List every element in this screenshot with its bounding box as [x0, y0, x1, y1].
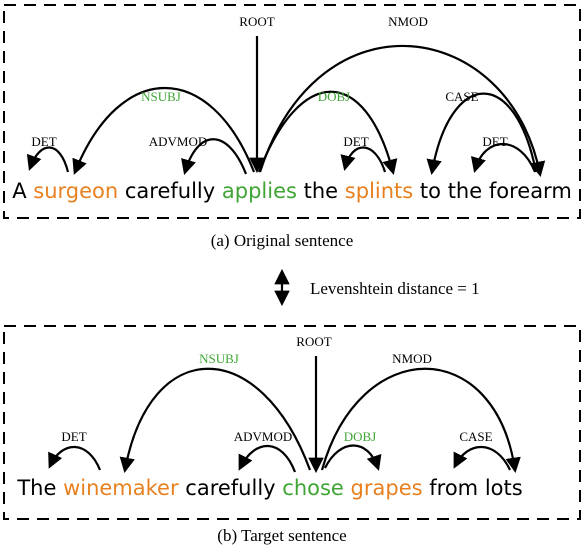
arc-b-nmod [320, 367, 521, 474]
label-b-nmod: NMOD [392, 351, 432, 366]
panel-a-frame [3, 4, 581, 219]
word-b-4: chose [282, 476, 344, 500]
word-b-2: winemaker [63, 476, 179, 500]
arc-b-advmod [238, 444, 297, 473]
word-a-7: to [420, 179, 441, 203]
word-a-4: applies [222, 179, 297, 203]
arc-b-dobj [324, 444, 382, 471]
word-a-9: forearm [489, 179, 572, 203]
label-a-det2: DET [343, 134, 368, 149]
sentence-a: A surgeon carefully applies the splints … [12, 179, 572, 203]
label-b-nsubj: NSUBJ [199, 351, 239, 366]
word-a-8: the [448, 179, 482, 203]
arc-a-det2 [340, 146, 387, 173]
word-a-2: surgeon [33, 179, 118, 203]
label-b-advmod: ADVMOD [234, 429, 293, 444]
levenshtein-label: Levenshtein distance = 1 [310, 279, 480, 298]
label-a-root: ROOT [239, 14, 274, 29]
word-b-1: The [16, 476, 56, 500]
label-b-case: CASE [459, 429, 492, 444]
word-b-5: grapes [351, 476, 423, 500]
word-b-7: lots [485, 476, 523, 500]
word-a-3: carefully [125, 179, 215, 203]
label-a-det1: DET [31, 134, 56, 149]
caption-a: (a) Original sentence [211, 231, 354, 250]
word-b-6: from [429, 476, 478, 500]
arc-a-det1 [26, 146, 70, 173]
label-a-det3: DET [482, 134, 507, 149]
label-b-dobj: DOBJ [344, 429, 377, 444]
arc-a-advmod [181, 138, 248, 175]
sentence-b: The winemaker carefully chose grapes fro… [16, 476, 522, 500]
arc-a-case [426, 92, 538, 176]
word-a-6: splints [345, 179, 413, 203]
arc-b-det [48, 445, 102, 471]
arc-b-nsubj [119, 367, 312, 474]
label-a-nsubj: NSUBJ [141, 89, 181, 104]
word-b-3: carefully [185, 476, 275, 500]
caption-b: (b) Target sentence [217, 526, 346, 545]
label-a-nmod: NMOD [388, 14, 428, 29]
arc-a-det3 [470, 143, 537, 173]
arc-a-nmod [258, 44, 546, 178]
panel-b-frame [3, 325, 581, 520]
label-b-det: DET [61, 429, 86, 444]
label-a-dobj: DOBJ [318, 89, 351, 104]
label-b-root: ROOT [296, 334, 331, 349]
label-a-advmod: ADVMOD [149, 134, 208, 149]
label-a-case: CASE [445, 89, 478, 104]
arc-b-case [453, 445, 511, 471]
word-a-5: the [304, 179, 338, 203]
arc-a-dobj [257, 90, 398, 175]
arc-a-nsubj [72, 87, 256, 175]
word-a-1: A [12, 179, 27, 203]
